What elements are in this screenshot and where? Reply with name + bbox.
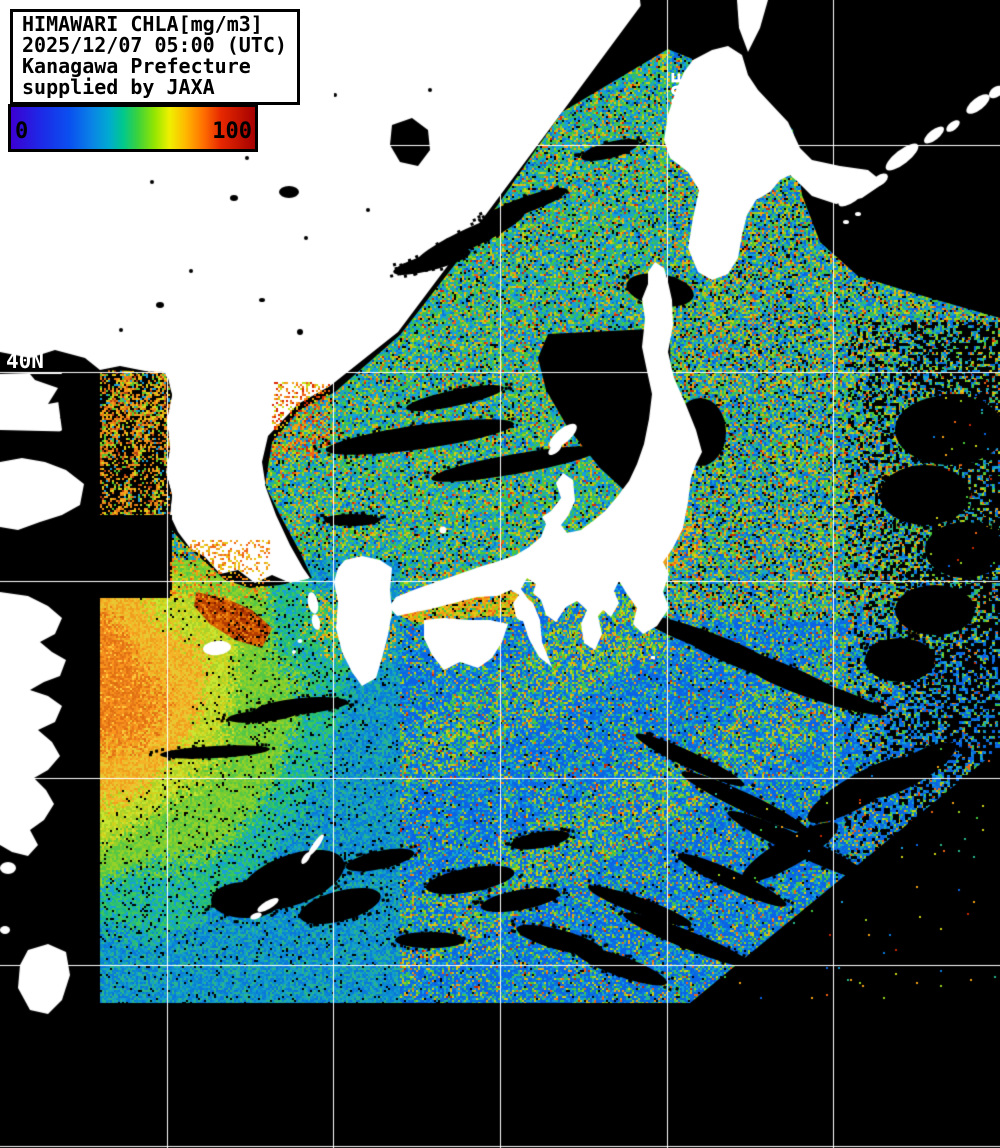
latitude-label-40n: 40N: [6, 351, 44, 372]
product-credit: supplied by JAXA: [22, 77, 288, 98]
product-datetime: 2025/12/07 05:00 (UTC): [22, 35, 288, 56]
longitude-label-140e: 140E: [670, 71, 691, 122]
chla-map-canvas: [0, 0, 1000, 1148]
product-title: HIMAWARI CHLA[mg/m3]: [22, 14, 288, 35]
colorbar-max-label: 100: [212, 121, 252, 143]
product-region: Kanagawa Prefecture: [22, 56, 288, 77]
colorbar-min-label: 0: [15, 121, 28, 143]
info-box: HIMAWARI CHLA[mg/m3] 2025/12/07 05:00 (U…: [10, 9, 300, 105]
chla-map-product: 40N 140E HIMAWARI CHLA[mg/m3] 2025/12/07…: [0, 0, 1000, 1148]
colorbar: 0 100: [8, 104, 258, 152]
